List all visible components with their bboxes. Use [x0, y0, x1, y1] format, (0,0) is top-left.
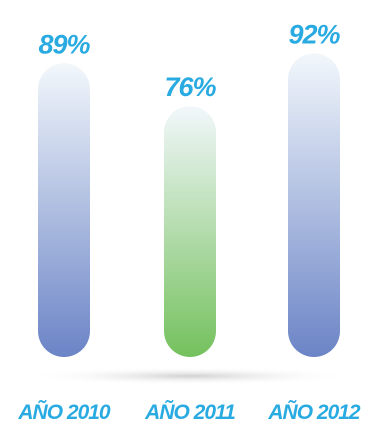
value-label-1: 76% [164, 72, 216, 102]
floor-shadow [25, 367, 355, 385]
bars-group [38, 53, 340, 358]
category-label-0: AÑO 2010 [17, 401, 111, 424]
bar-1 [164, 106, 216, 357]
category-label-2: AÑO 2012 [267, 401, 361, 424]
bar-2 [288, 53, 340, 358]
bar-0 [38, 63, 90, 358]
category-label-1: AÑO 2011 [144, 401, 235, 424]
labels-group: 89% AÑO 2010 76% AÑO 2011 92% AÑO 2012 [17, 19, 362, 424]
value-label-0: 89% [38, 29, 90, 59]
value-label-2: 92% [288, 19, 340, 49]
